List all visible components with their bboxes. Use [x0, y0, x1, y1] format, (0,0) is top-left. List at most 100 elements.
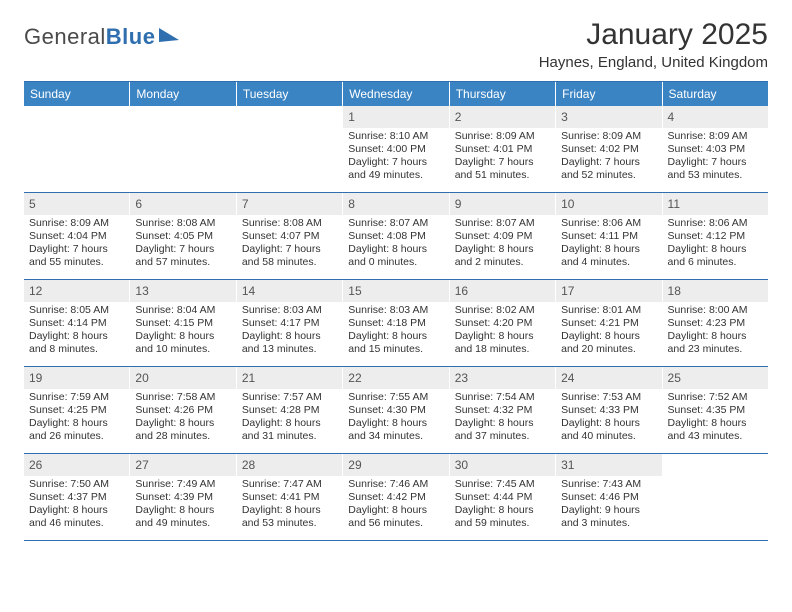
week-row: 1Sunrise: 8:10 AMSunset: 4:00 PMDaylight…: [24, 106, 768, 193]
daylight-line-1: Daylight: 8 hours: [455, 243, 550, 256]
sunset-line: Sunset: 4:05 PM: [135, 230, 230, 243]
day-number-row: 14: [237, 280, 342, 302]
daylight-line-1: Daylight: 7 hours: [29, 243, 124, 256]
sunset-line: Sunset: 4:08 PM: [348, 230, 443, 243]
daylight-line-1: Daylight: 8 hours: [242, 330, 337, 343]
daylight-line-2: and 15 minutes.: [348, 343, 443, 356]
daylight-line-1: Daylight: 8 hours: [348, 243, 443, 256]
day-cell: 4Sunrise: 8:09 AMSunset: 4:03 PMDaylight…: [663, 106, 768, 192]
daylight-line-1: Daylight: 8 hours: [242, 504, 337, 517]
sunrise-line: Sunrise: 8:07 AM: [348, 217, 443, 230]
day-number: 17: [561, 284, 574, 298]
day-cell: [237, 106, 343, 192]
sunset-line: Sunset: 4:17 PM: [242, 317, 337, 330]
day-number-row: 5: [24, 193, 129, 215]
day-number-row: 22: [343, 367, 448, 389]
day-number: 10: [561, 197, 574, 211]
daylight-line-1: Daylight: 7 hours: [135, 243, 230, 256]
sunset-line: Sunset: 4:09 PM: [455, 230, 550, 243]
day-number-row: 28: [237, 454, 342, 476]
sunrise-line: Sunrise: 8:09 AM: [29, 217, 124, 230]
day-cell: 13Sunrise: 8:04 AMSunset: 4:15 PMDayligh…: [130, 280, 236, 366]
weekday-header: Sunday: [24, 82, 130, 106]
day-cell: 2Sunrise: 8:09 AMSunset: 4:01 PMDaylight…: [450, 106, 556, 192]
daylight-line-2: and 51 minutes.: [455, 169, 550, 182]
location: Haynes, England, United Kingdom: [539, 54, 768, 71]
daylight-line-2: and 3 minutes.: [561, 517, 656, 530]
sunrise-line: Sunrise: 8:06 AM: [561, 217, 656, 230]
day-cell: 9Sunrise: 8:07 AMSunset: 4:09 PMDaylight…: [450, 193, 556, 279]
weekday-header: Monday: [130, 82, 236, 106]
sunrise-line: Sunrise: 8:01 AM: [561, 304, 656, 317]
day-number-row: 7: [237, 193, 342, 215]
daylight-line-1: Daylight: 8 hours: [455, 504, 550, 517]
day-cell: 31Sunrise: 7:43 AMSunset: 4:46 PMDayligh…: [556, 454, 662, 540]
daylight-line-2: and 4 minutes.: [561, 256, 656, 269]
sunset-line: Sunset: 4:02 PM: [561, 143, 656, 156]
daylight-line-2: and 8 minutes.: [29, 343, 124, 356]
day-cell: [663, 454, 768, 540]
weekday-header: Tuesday: [237, 82, 343, 106]
day-cell: [130, 106, 236, 192]
day-number: 12: [29, 284, 42, 298]
day-number-row: 20: [130, 367, 235, 389]
day-number: 28: [242, 458, 255, 472]
month-title: January 2025: [539, 18, 768, 52]
weekday-header: Friday: [556, 82, 662, 106]
sunrise-line: Sunrise: 7:55 AM: [348, 391, 443, 404]
sunset-line: Sunset: 4:30 PM: [348, 404, 443, 417]
day-cell: 12Sunrise: 8:05 AMSunset: 4:14 PMDayligh…: [24, 280, 130, 366]
day-cell: 25Sunrise: 7:52 AMSunset: 4:35 PMDayligh…: [663, 367, 768, 453]
sunset-line: Sunset: 4:35 PM: [668, 404, 763, 417]
daylight-line-2: and 31 minutes.: [242, 430, 337, 443]
daylight-line-1: Daylight: 8 hours: [348, 504, 443, 517]
day-number: 20: [135, 371, 148, 385]
sunrise-line: Sunrise: 8:09 AM: [455, 130, 550, 143]
day-number: 19: [29, 371, 42, 385]
sunrise-line: Sunrise: 7:58 AM: [135, 391, 230, 404]
daylight-line-1: Daylight: 8 hours: [135, 417, 230, 430]
day-cell: 19Sunrise: 7:59 AMSunset: 4:25 PMDayligh…: [24, 367, 130, 453]
sunset-line: Sunset: 4:03 PM: [668, 143, 763, 156]
day-number: 16: [455, 284, 468, 298]
day-number-row: 25: [663, 367, 768, 389]
sunset-line: Sunset: 4:12 PM: [668, 230, 763, 243]
sunset-line: Sunset: 4:11 PM: [561, 230, 656, 243]
day-number: 18: [668, 284, 681, 298]
day-cell: 7Sunrise: 8:08 AMSunset: 4:07 PMDaylight…: [237, 193, 343, 279]
daylight-line-2: and 53 minutes.: [668, 169, 763, 182]
daylight-line-2: and 40 minutes.: [561, 430, 656, 443]
day-cell: 14Sunrise: 8:03 AMSunset: 4:17 PMDayligh…: [237, 280, 343, 366]
daylight-line-2: and 58 minutes.: [242, 256, 337, 269]
daylight-line-2: and 28 minutes.: [135, 430, 230, 443]
sunset-line: Sunset: 4:21 PM: [561, 317, 656, 330]
day-number-row: 17: [556, 280, 661, 302]
day-cell: 18Sunrise: 8:00 AMSunset: 4:23 PMDayligh…: [663, 280, 768, 366]
day-number: 3: [561, 110, 568, 124]
day-number: 13: [135, 284, 148, 298]
weekday-header: Thursday: [450, 82, 556, 106]
sunset-line: Sunset: 4:25 PM: [29, 404, 124, 417]
daylight-line-2: and 10 minutes.: [135, 343, 230, 356]
day-cell: 17Sunrise: 8:01 AMSunset: 4:21 PMDayligh…: [556, 280, 662, 366]
day-number-row: 31: [556, 454, 661, 476]
daylight-line-1: Daylight: 8 hours: [455, 417, 550, 430]
day-cell: 10Sunrise: 8:06 AMSunset: 4:11 PMDayligh…: [556, 193, 662, 279]
sunrise-line: Sunrise: 8:08 AM: [135, 217, 230, 230]
daylight-line-2: and 37 minutes.: [455, 430, 550, 443]
day-number: 6: [135, 197, 142, 211]
day-number-row: 27: [130, 454, 235, 476]
sunset-line: Sunset: 4:42 PM: [348, 491, 443, 504]
day-number-row: 21: [237, 367, 342, 389]
day-cell: 30Sunrise: 7:45 AMSunset: 4:44 PMDayligh…: [450, 454, 556, 540]
day-number-row: 8: [343, 193, 448, 215]
daylight-line-1: Daylight: 8 hours: [348, 417, 443, 430]
sunrise-line: Sunrise: 7:52 AM: [668, 391, 763, 404]
daylight-line-2: and 49 minutes.: [348, 169, 443, 182]
daylight-line-2: and 43 minutes.: [668, 430, 763, 443]
sunrise-line: Sunrise: 8:00 AM: [668, 304, 763, 317]
day-number-row: 26: [24, 454, 129, 476]
day-number: 11: [668, 197, 680, 211]
day-number: 21: [242, 371, 255, 385]
day-number-row: 6: [130, 193, 235, 215]
